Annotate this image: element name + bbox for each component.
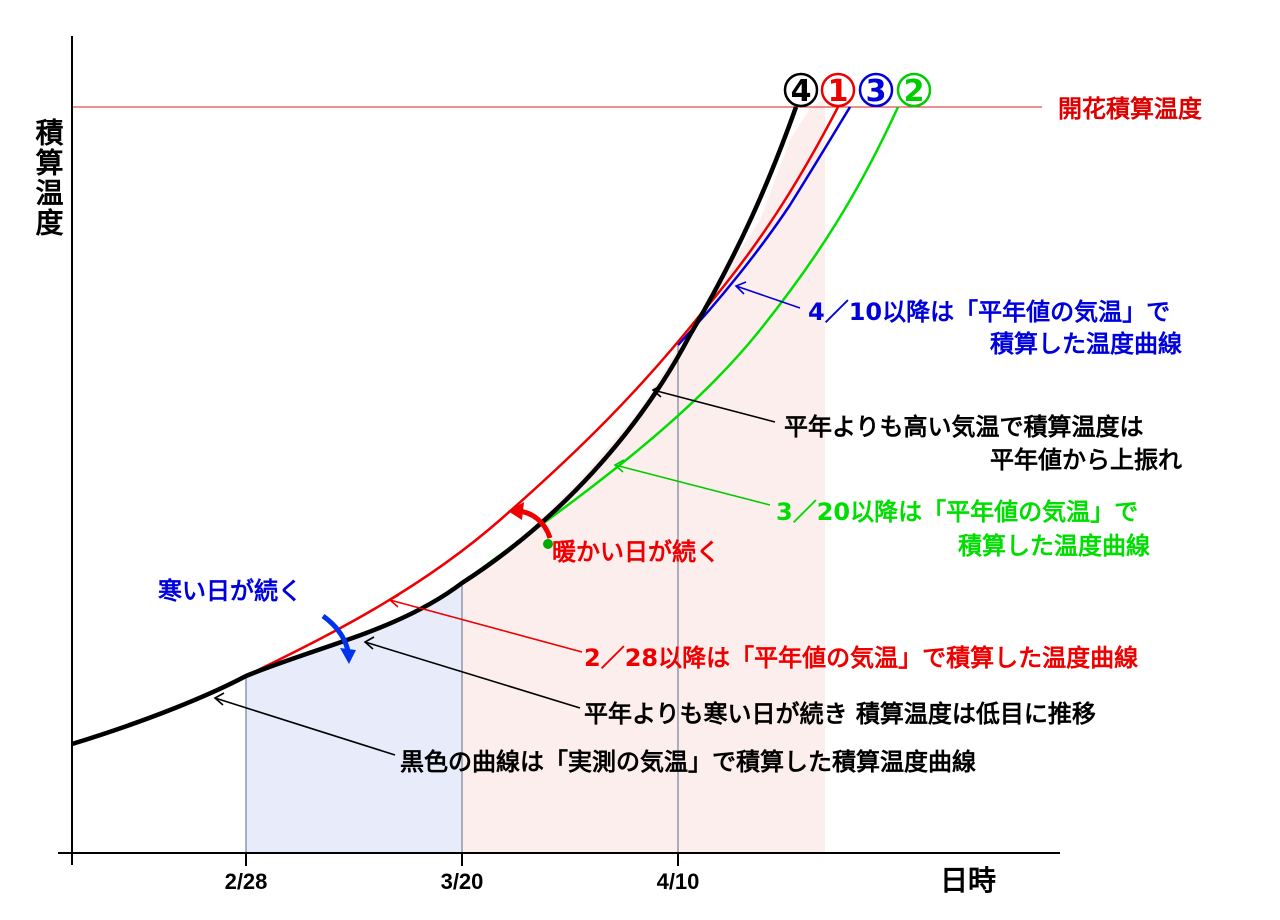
svg-text:2: 2 bbox=[904, 74, 925, 109]
cold-period-shade bbox=[246, 583, 462, 853]
curve-number-1: 1 bbox=[820, 72, 856, 109]
blue-annotation-line2: 積算した温度曲線 bbox=[990, 330, 1182, 358]
curve-1-red bbox=[245, 106, 840, 678]
x-tick-label-2-28: 2/28 bbox=[225, 869, 268, 894]
curve-number-4: 4 bbox=[783, 72, 819, 109]
warm-curved-arrow bbox=[508, 502, 553, 549]
x-tick-label-4-10: 4/10 bbox=[657, 869, 700, 894]
arrow-black-low-annotation bbox=[363, 636, 581, 709]
green-annotation-line1: 3／20以降は「平年値の気温」で bbox=[776, 498, 1138, 526]
warm-days-label: 暖かい日が続く bbox=[552, 538, 720, 566]
x-axis-label: 日時 bbox=[940, 864, 996, 897]
x-tick-label-3-20: 3/20 bbox=[441, 869, 484, 894]
curve-2-green bbox=[461, 106, 900, 585]
black-low-annotation: 平年よりも寒い日が続き 積算温度は低目に推移 bbox=[584, 700, 1096, 728]
curve-3-blue bbox=[677, 106, 852, 346]
black-high-annotation-line1: 平年よりも高い気温で積算温度は bbox=[784, 413, 1144, 441]
curve-4-black-measured bbox=[71, 106, 799, 747]
svg-text:3: 3 bbox=[866, 74, 887, 109]
arrow-black-high-annotation bbox=[651, 384, 776, 423]
curve-number-2: 2 bbox=[896, 72, 932, 109]
svg-text:4: 4 bbox=[791, 74, 812, 109]
black-high-annotation-line2: 平年値から上振れ bbox=[990, 446, 1182, 474]
green-annotation-line2: 積算した温度曲線 bbox=[958, 532, 1150, 560]
arrow-red-annotation bbox=[388, 594, 583, 653]
arrow-blue-annotation bbox=[734, 281, 801, 309]
black-measured-annotation: 黒色の曲線は「実測の気温」で積算した積算温度曲線 bbox=[400, 748, 976, 776]
arrow-green-annotation bbox=[613, 459, 771, 506]
normal-period-shade bbox=[462, 100, 825, 853]
red-annotation: 2／28以降は「平年値の気温」で積算した温度曲線 bbox=[584, 644, 1138, 672]
curve-number-3: 3 bbox=[858, 72, 894, 109]
cold-curved-arrow bbox=[321, 613, 356, 664]
bloom-threshold-label: 開花積算温度 bbox=[1058, 95, 1203, 123]
y-axis-label: 積算温度 bbox=[32, 118, 65, 238]
cold-days-label: 寒い日が続く bbox=[158, 577, 302, 605]
svg-text:1: 1 bbox=[828, 74, 849, 109]
blue-annotation-line1: 4／10以降は「平年値の気温」で bbox=[808, 298, 1170, 326]
arrow-black-measured-annotation bbox=[213, 692, 396, 756]
